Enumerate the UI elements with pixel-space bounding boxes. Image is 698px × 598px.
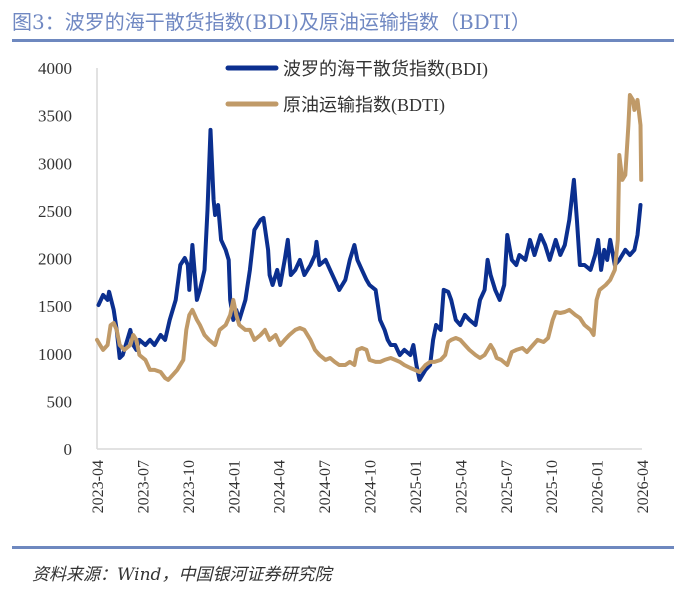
legend-label: 原油运输指数(BDTI) [283,95,445,116]
x-tick-label: 2023-10 [181,460,198,513]
series-line-bdti [95,93,644,382]
x-tick-label: 2024-10 [363,460,380,513]
x-tick-label: 2024-07 [317,460,334,513]
y-tick-label: 0 [64,440,73,459]
source-note: 资料来源：Wind，中国银河证券研究院 [32,565,332,585]
x-tick-label: 2025-01 [408,460,425,513]
x-tick-label: 2025-07 [499,460,516,513]
y-tick-label: 2500 [38,202,72,221]
y-tick-label: 2000 [38,250,72,269]
y-tick-label: 3000 [38,154,72,173]
y-tick-label: 1000 [38,345,72,364]
y-tick-label: 500 [47,392,73,411]
source-divider [12,546,674,549]
x-tick-label: 2025-10 [544,460,561,513]
x-tick-label: 2026-04 [635,460,652,513]
x-tick-label: 2024-01 [226,460,243,513]
series-line-bdi [96,127,643,382]
x-tick-label: 2023-04 [90,460,107,513]
y-tick-label: 4000 [38,59,72,78]
title-divider [12,39,674,42]
figure-title: 图3：波罗的海干散货指数(BDI)及原油运输指数（BDTI） [12,10,531,34]
x-tick-label: 2026-01 [590,460,607,513]
x-tick-label: 2025-04 [453,460,470,513]
x-tick-label: 2023-07 [135,460,152,513]
y-tick-label: 3500 [38,107,72,126]
x-tick-label: 2024-04 [272,460,289,513]
y-tick-label: 1500 [38,297,72,316]
legend-label: 波罗的海干散货指数(BDI) [283,59,488,80]
